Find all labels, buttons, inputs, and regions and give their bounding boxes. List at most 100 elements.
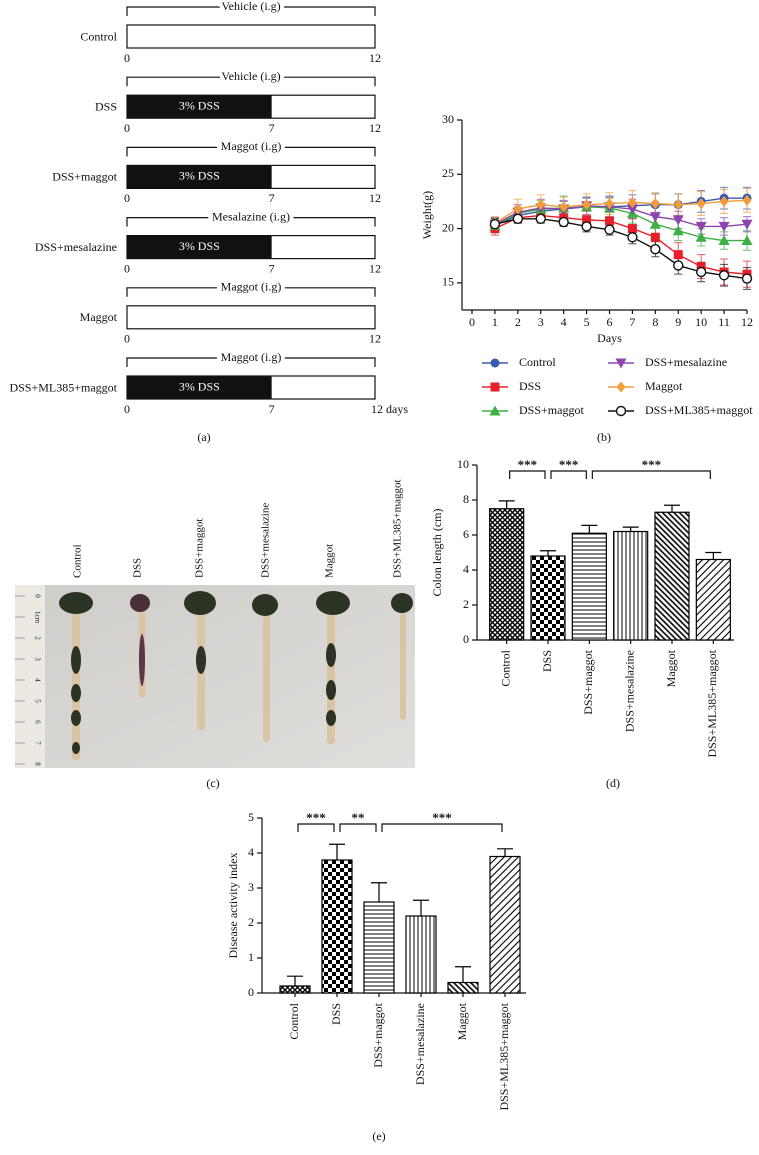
marker — [741, 235, 753, 246]
bracket — [126, 76, 376, 87]
x-tick-label: Maggot — [664, 649, 678, 687]
bar — [321, 859, 353, 994]
error-bar — [705, 551, 722, 560]
day-label: 0 — [124, 261, 130, 275]
x-tick-label: 9 — [675, 315, 681, 329]
ruler-label: 5 — [33, 699, 41, 703]
x-tick-label: 2 — [515, 315, 521, 329]
legend-label: DSS+mesalazine — [645, 355, 727, 369]
marker — [741, 219, 753, 230]
x-tick-label: 0 — [469, 315, 475, 329]
legend-label: Control — [519, 355, 556, 369]
panel-label: (d) — [606, 776, 620, 790]
ruler-label: 6 — [33, 720, 41, 724]
photo-label: Control — [72, 544, 84, 578]
bar — [571, 532, 607, 641]
marker — [605, 216, 614, 226]
significance-bracket — [550, 470, 587, 479]
ruler-label: 2 — [33, 636, 41, 640]
marker — [695, 231, 707, 242]
ruler-label: 4 — [33, 678, 41, 682]
marker — [489, 219, 501, 230]
y-tick-label: 8 — [463, 492, 469, 506]
timeline-bar — [126, 24, 376, 49]
marker — [741, 273, 753, 284]
marker — [627, 224, 637, 234]
y-tick-label: 5 — [248, 810, 254, 824]
significance-label: *** — [559, 457, 579, 472]
legend-label: DSS — [519, 379, 541, 393]
marker — [673, 250, 683, 260]
bracket — [126, 217, 376, 227]
marker — [719, 195, 729, 207]
segment-label: 3% DSS — [179, 98, 220, 112]
treatment-label: Maggot (i.g) — [221, 280, 282, 294]
bracket — [126, 6, 376, 16]
bar — [447, 981, 479, 994]
x-tick-label: 4 — [561, 315, 567, 329]
ruler-label: 7 — [33, 741, 41, 745]
ruler-label: 8 — [33, 762, 41, 766]
treatment-label: Vehicle (i.g) — [221, 69, 280, 83]
marker — [558, 216, 569, 228]
bar — [613, 530, 649, 641]
dss-segment — [127, 376, 272, 399]
legend-marker — [490, 382, 500, 392]
treatment-label: Vehicle (i.g) — [221, 0, 280, 13]
error-bar — [329, 843, 345, 860]
photo-label: DSS — [132, 558, 144, 578]
legend-marker — [616, 381, 626, 393]
x-tick-label: 12 — [741, 315, 753, 329]
panel-label: (e) — [372, 1129, 385, 1143]
y-axis-label: Weight(g) — [420, 191, 434, 239]
bar — [405, 915, 437, 994]
legend-marker — [615, 405, 627, 417]
panel-label: (c) — [206, 776, 219, 790]
dss-segment — [127, 235, 272, 259]
marker — [672, 215, 684, 226]
x-tick-label: DSS+ML385+maggot — [705, 649, 719, 757]
significance-bracket — [509, 470, 546, 479]
timeline-bar — [126, 305, 376, 330]
marker — [695, 221, 707, 232]
series-line — [494, 205, 748, 228]
error-bar — [498, 500, 515, 509]
marker — [695, 266, 707, 278]
group-label: Maggot — [80, 310, 118, 324]
x-tick-label: 8 — [652, 315, 658, 329]
marker — [650, 198, 660, 210]
panel-label: (b) — [597, 430, 611, 444]
bar — [654, 511, 690, 641]
y-tick-label: 15 — [442, 275, 454, 289]
bar — [279, 985, 311, 994]
treatment-label: Maggot (i.g) — [221, 350, 282, 364]
marker — [718, 221, 730, 232]
legend-label: DSS+ML385+maggot — [645, 403, 753, 417]
legend-marker — [615, 358, 627, 369]
day-label: 12 — [369, 332, 381, 346]
marker — [605, 198, 614, 210]
marker — [649, 212, 661, 223]
treatment-label: Maggot (i.g) — [221, 139, 282, 153]
ruler-label: 1cm — [33, 611, 41, 624]
day-label: 7 — [269, 121, 275, 135]
group-label: DSS+mesalazine — [35, 240, 117, 254]
series-line — [494, 206, 747, 242]
error-bar — [540, 550, 556, 556]
day-label: 7 — [269, 191, 275, 205]
marker — [604, 224, 615, 235]
y-tick-label: 4 — [463, 562, 469, 576]
y-tick-label: 10 — [457, 457, 469, 471]
bar — [363, 901, 395, 994]
error-bar — [497, 848, 513, 857]
error-bar — [581, 524, 598, 534]
group-label: DSS — [95, 99, 117, 113]
error-bar — [371, 882, 387, 902]
x-tick-label: 11 — [718, 315, 730, 329]
photo-label: DSS+mesalazine — [260, 503, 272, 578]
marker — [581, 221, 592, 232]
error-bar — [455, 966, 471, 983]
y-tick-label: 4 — [248, 845, 254, 859]
bracket — [126, 357, 376, 367]
legend-label: Maggot — [645, 379, 683, 393]
